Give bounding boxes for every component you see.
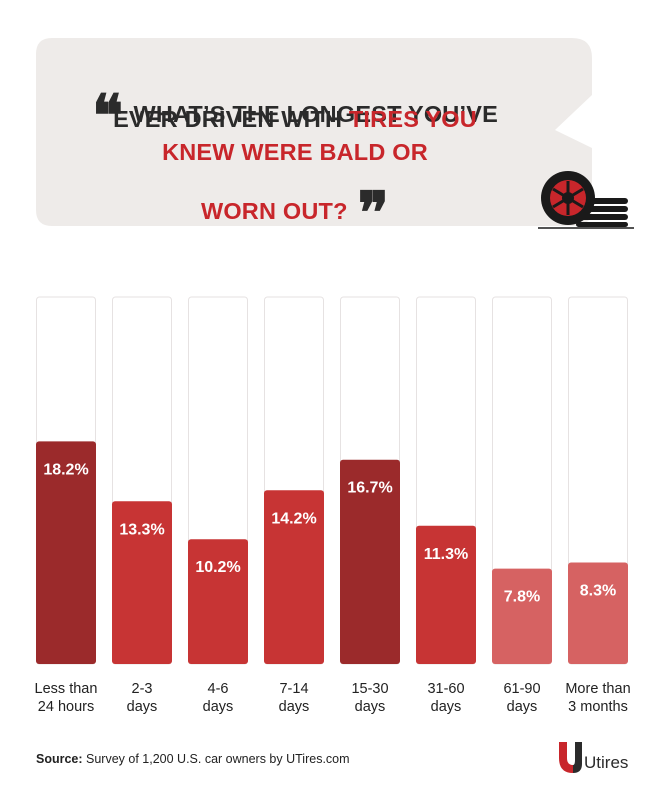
data-label: 10.2% <box>195 559 240 576</box>
data-label: 7.8% <box>504 589 540 606</box>
utires-logo-icon <box>559 742 582 773</box>
bar <box>568 562 628 664</box>
headline-text-4: WORN OUT? <box>200 198 348 224</box>
source-note: Source: Survey of 1,200 U.S. car owners … <box>36 752 350 766</box>
bar <box>36 441 96 664</box>
data-label: 8.3% <box>580 582 616 599</box>
tire-icon <box>538 171 634 229</box>
data-label: 16.7% <box>347 480 392 497</box>
open-quote-icon: ❝ <box>92 82 124 150</box>
bar <box>188 539 248 664</box>
category-label: Less than 24 hours <box>34 681 98 715</box>
category-label: 15-30 days <box>351 681 389 715</box>
bar <box>340 459 400 664</box>
source-label: Source: <box>36 752 83 766</box>
category-label: More than 3 months <box>565 681 631 715</box>
data-label: 11.3% <box>424 546 468 563</box>
brand-name: Utires <box>584 753 629 772</box>
data-label: 18.2% <box>43 461 88 478</box>
category-label: 61-90 days <box>503 681 541 715</box>
bar <box>492 568 552 664</box>
speech-bubble <box>36 38 592 226</box>
headline-text-2: EVER DRIVEN WITH <box>113 106 349 132</box>
source-text: Survey of 1,200 U.S. car owners by UTire… <box>82 752 350 766</box>
bar <box>416 525 476 664</box>
headline-text-3: KNEW WERE BALD OR <box>162 139 428 165</box>
bar <box>264 490 324 664</box>
data-label: 14.2% <box>271 510 316 527</box>
data-label: 13.3% <box>119 521 164 538</box>
close-quote-icon: ❞ <box>357 179 390 247</box>
category-label: 4-6 days <box>202 681 234 715</box>
bar <box>112 501 172 664</box>
headline-line-3: KNEW WERE BALD OR <box>0 139 590 166</box>
category-label: 31-60 days <box>427 681 465 715</box>
headline-line-1: ❝ WHAT’S THE LONGEST YOU’VE <box>0 73 590 145</box>
headline-text-2-red: TIRES YOU <box>348 106 477 132</box>
headline-line-4: WORN OUT? ❞ <box>0 170 590 242</box>
category-label: 7-14 days <box>278 681 310 715</box>
category-label: 2-3 days <box>126 681 158 715</box>
headline-text-1: WHAT’S THE LONGEST YOU’VE <box>133 101 498 127</box>
headline-line-2: EVER DRIVEN WITH TIRES YOU <box>0 106 590 133</box>
